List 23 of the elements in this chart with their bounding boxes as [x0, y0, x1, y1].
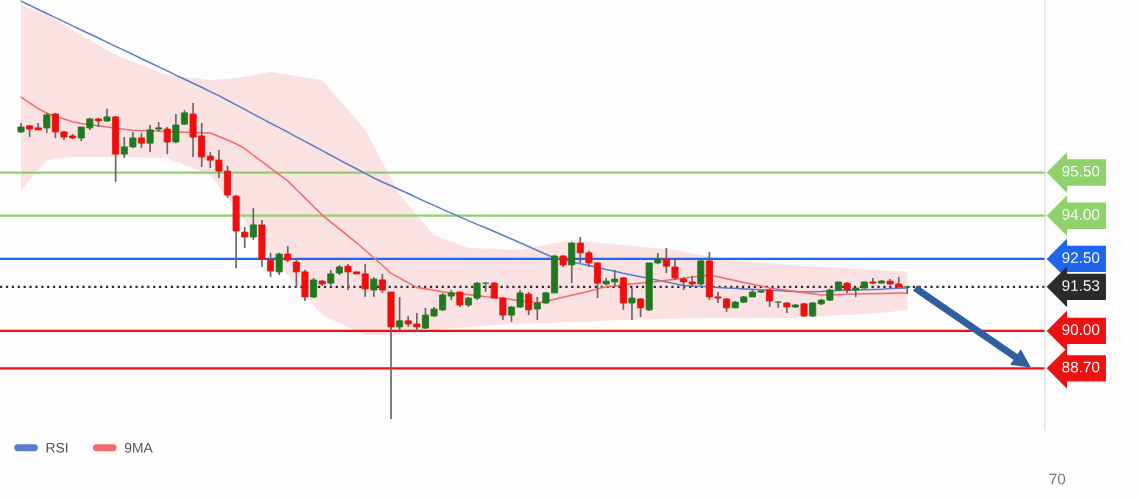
candlestick: [43, 112, 51, 134]
y-tick-label: 92.50: [1062, 252, 1100, 264]
legend-label: 9MA: [124, 442, 153, 453]
candlestick: [568, 241, 576, 284]
y-tick-label: 91.53: [1062, 280, 1100, 291]
candlestick: [482, 282, 490, 293]
candlestick: [774, 301, 782, 309]
candlestick: [525, 291, 533, 316]
candlestick: [249, 207, 257, 241]
y-tick-label: 88.70: [1062, 361, 1100, 373]
candlestick: [378, 273, 386, 294]
legend-label: RSI: [46, 442, 68, 453]
candlestick: [163, 126, 171, 155]
y-tick-label: 94.00: [1062, 209, 1100, 220]
candlestick: [396, 296, 404, 332]
y-tick-label: 90.00: [1062, 324, 1100, 336]
candlestick: [370, 276, 378, 298]
candlestick: [637, 297, 645, 318]
candlestick: [903, 286, 911, 295]
y-tick-label: 95.50: [1062, 165, 1100, 177]
text: 70: [1049, 473, 1066, 485]
candlestick: [628, 287, 636, 321]
candlestick: [697, 259, 705, 286]
